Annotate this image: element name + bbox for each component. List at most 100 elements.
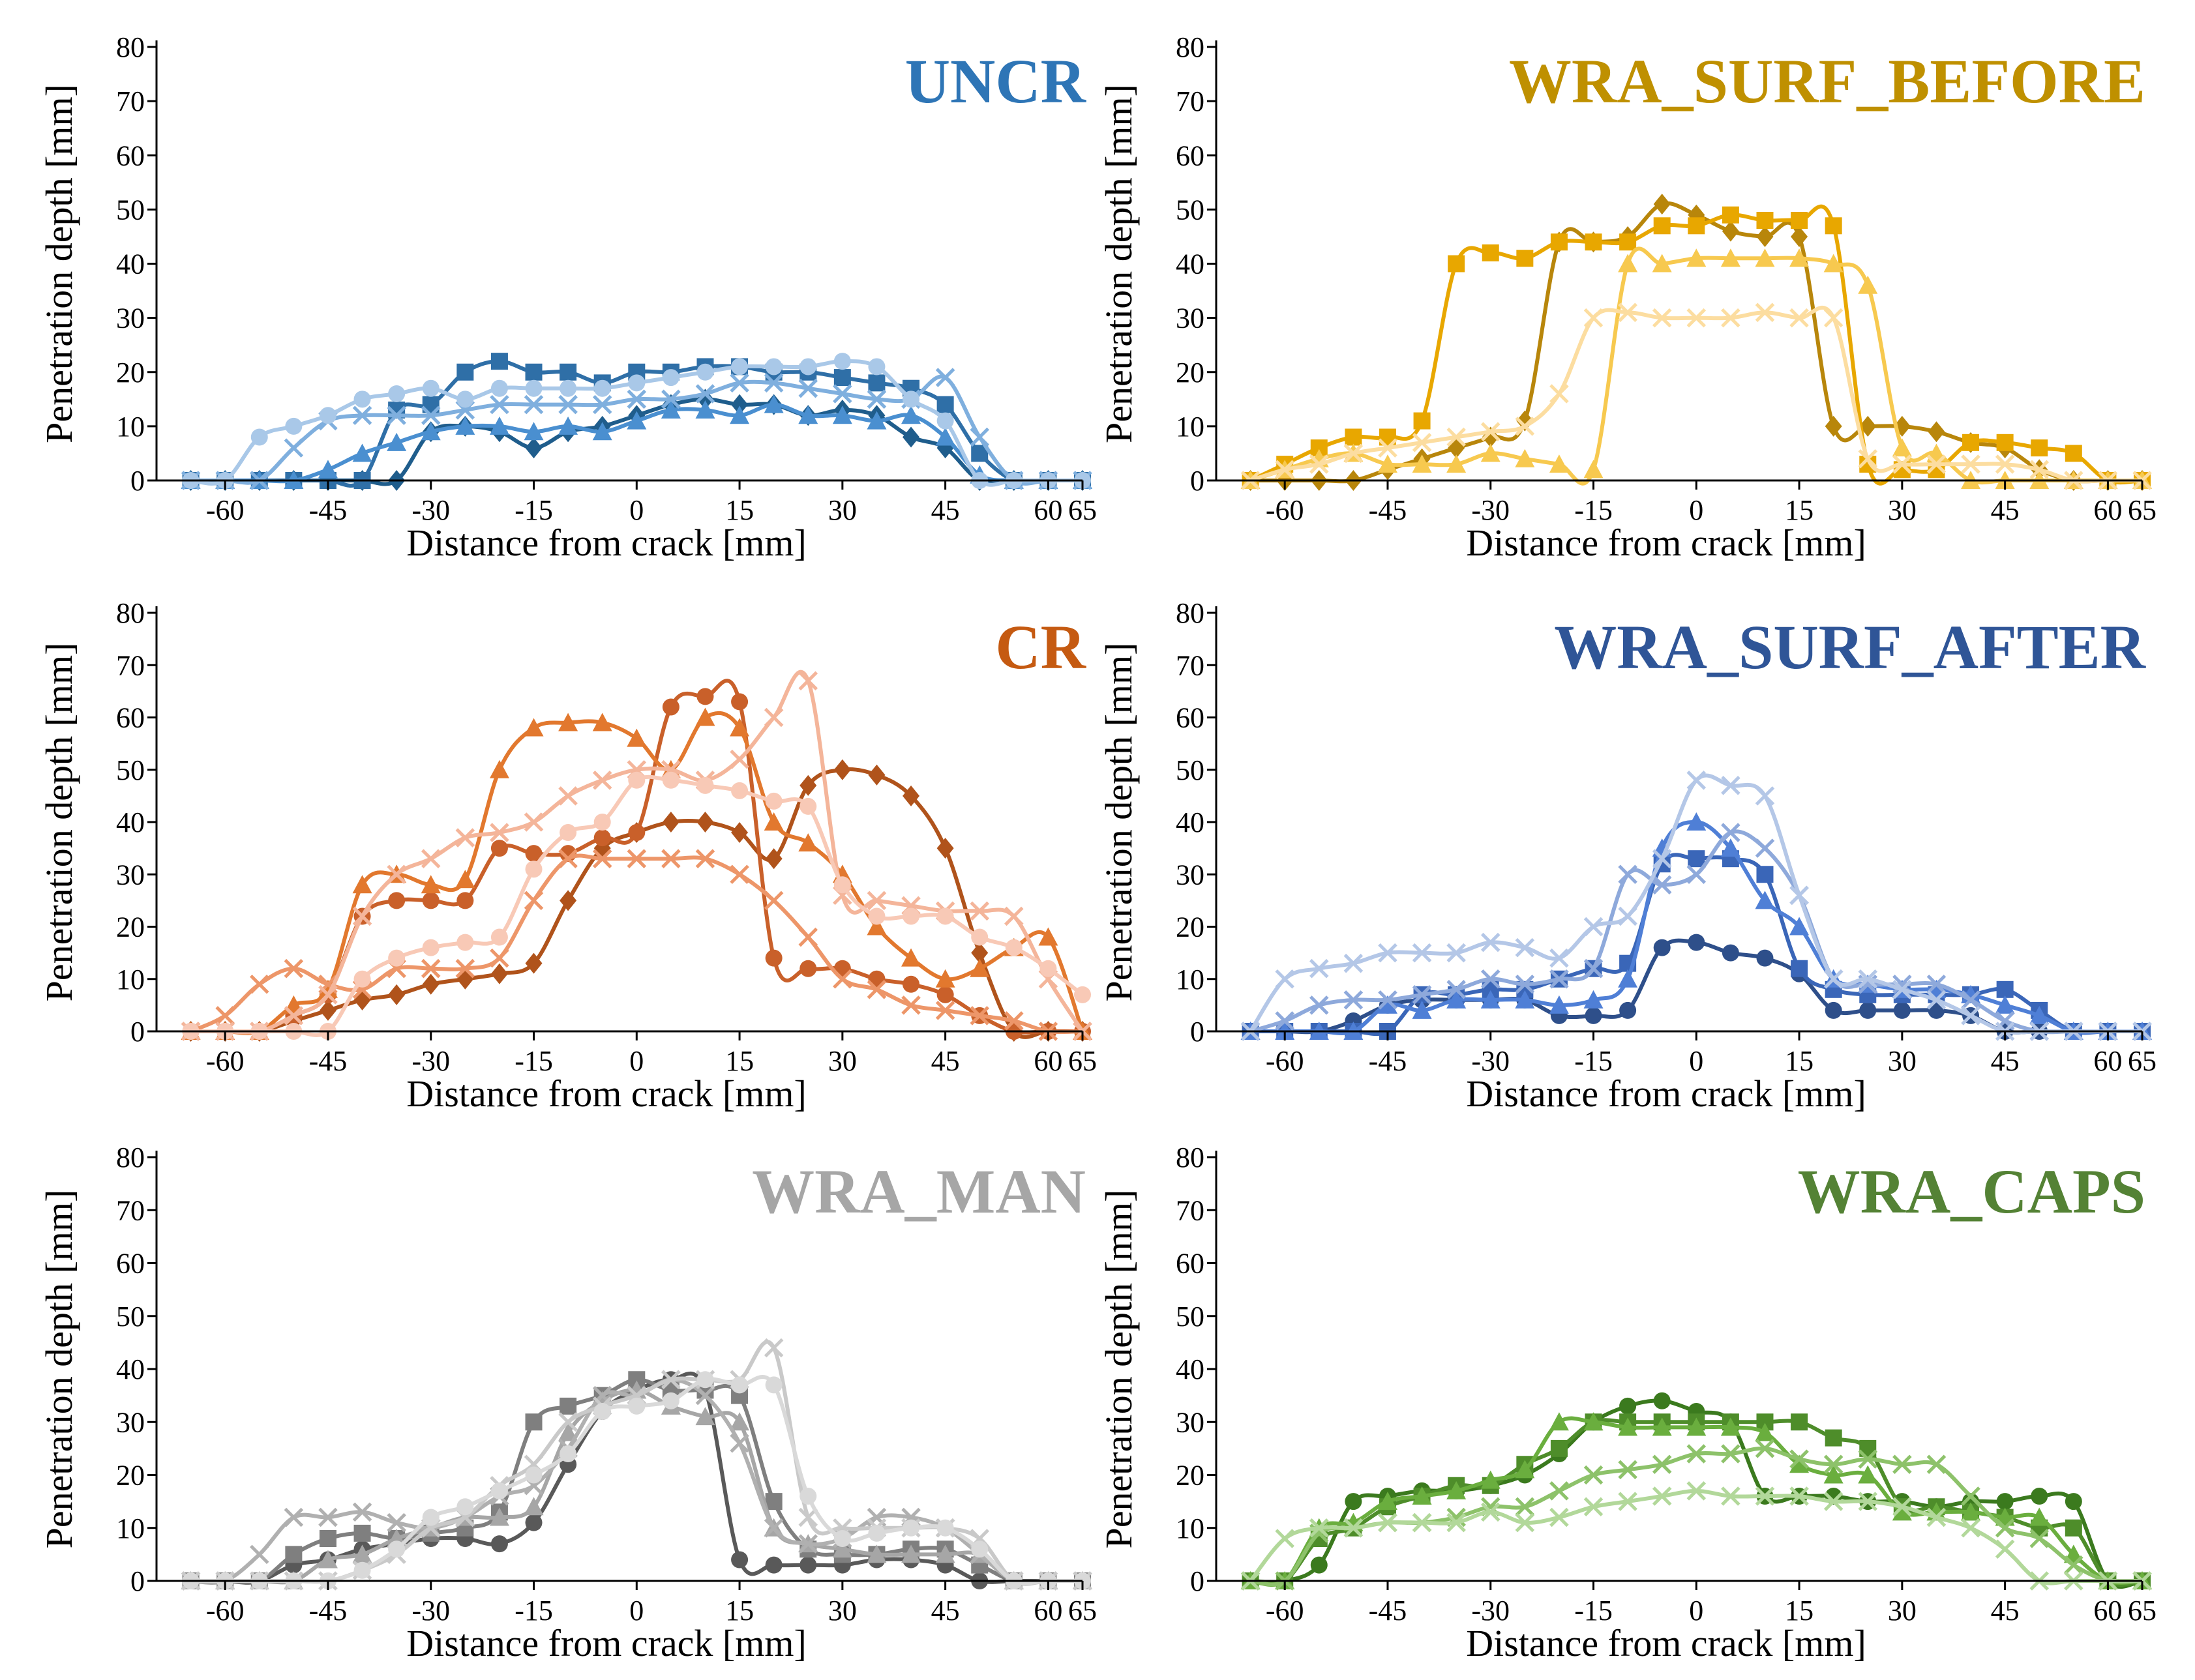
data-point-WM-1-17 <box>765 1556 783 1574</box>
data-point-UNCR-4-15 <box>695 384 715 404</box>
data-point-CR-6-25 <box>1039 960 1057 977</box>
data-point-CR-3-13 <box>627 728 647 747</box>
data-point-WC-5-11 <box>1618 1492 1637 1511</box>
data-point-UNCR-2-10 <box>525 363 543 381</box>
data-point-WM-4-17 <box>764 1518 784 1538</box>
data-point-WSA-3-4 <box>1377 995 1397 1014</box>
data-point-WM-4-5 <box>352 1502 372 1522</box>
x-tick-label: -30 <box>411 1595 450 1627</box>
x-tick-label: 65 <box>1068 494 1097 526</box>
data-point-WC-5-6 <box>1446 1512 1466 1533</box>
data-point-WM-6-15 <box>696 1371 714 1389</box>
y-tick-label: 30 <box>1176 1406 1204 1438</box>
y-tick-label: 50 <box>1176 1301 1204 1333</box>
data-point-WC-3-19 <box>1892 1502 1912 1521</box>
x-axis-title: Distance from crack [mm] <box>406 522 807 564</box>
data-point-WSA-5-2 <box>1309 958 1329 979</box>
data-point-WSB-4-14 <box>1721 308 1740 328</box>
data-point-CR-4-9 <box>490 948 509 968</box>
y-tick-label: 30 <box>116 1406 145 1438</box>
x-axis-title: Distance from crack [mm] <box>406 1622 807 1664</box>
data-point-WSA-1-13 <box>1688 934 1705 951</box>
data-point-WSB-4-5 <box>1412 433 1432 452</box>
x-tick-label: 60 <box>2093 1595 2122 1627</box>
data-point-UNCR-5-10 <box>525 379 543 397</box>
data-point-WC-5-7 <box>1480 1502 1501 1522</box>
data-point-WSA-5-16 <box>1789 885 1809 906</box>
data-point-CR-2-13 <box>628 824 646 842</box>
x-tick-label: 45 <box>931 494 960 526</box>
data-point-WSA-1-17 <box>1825 1001 1842 1019</box>
data-point-WC-5-20 <box>1926 1507 1947 1527</box>
data-point-UNCR-2-9 <box>490 353 508 370</box>
data-point-WSB-3-15 <box>1755 248 1775 267</box>
data-point-WM-2-10 <box>525 1413 543 1431</box>
data-point-UNCR-4-18 <box>798 378 818 398</box>
x-tick-label: -45 <box>1369 1045 1407 1077</box>
data-point-WM-4-18 <box>798 1534 818 1554</box>
data-point-CR-2-16 <box>731 693 749 711</box>
data-point-WC-3-6 <box>1446 1481 1467 1499</box>
data-point-WSA-2-15 <box>1756 866 1774 883</box>
data-point-WSB-4-16 <box>1789 308 1809 328</box>
data-point-WC-4-18 <box>1858 1449 1878 1469</box>
data-point-WSA-5-21 <box>1961 1006 1980 1025</box>
data-point-CR-5-6 <box>387 864 406 885</box>
data-point-WC-1-23 <box>2031 1488 2048 1505</box>
data-point-CR-6-6 <box>388 949 406 967</box>
data-point-WSB-3-6 <box>1446 454 1467 473</box>
y-tick-label: 60 <box>116 140 145 171</box>
data-point-CR-4-17 <box>764 891 784 911</box>
data-point-WSA-4-8 <box>1515 975 1535 994</box>
data-point-WC-4-16 <box>1789 1449 1809 1469</box>
data-point-WM-4-6 <box>387 1512 406 1533</box>
data-point-CR-4-7 <box>421 958 441 979</box>
data-point-WM-3-16 <box>730 1412 750 1431</box>
data-point-CR-4-16 <box>730 864 749 885</box>
y-tick-label: 80 <box>1176 1142 1204 1173</box>
data-point-UNCR-5-14 <box>662 369 679 387</box>
data-point-WSA-3-6 <box>1446 990 1467 1009</box>
x-tick-label: 0 <box>1689 494 1703 526</box>
data-point-WSA-5-7 <box>1480 932 1501 952</box>
data-point-WSA-3-13 <box>1686 812 1707 831</box>
data-point-WSA-3-22 <box>1995 995 2015 1014</box>
data-point-UNCR-3-9 <box>489 416 509 435</box>
data-point-WC-1-11 <box>1619 1397 1637 1415</box>
data-point-WSB-3-17 <box>1823 254 1844 273</box>
data-point-WSA-5-6 <box>1446 943 1466 963</box>
data-point-WM-6-18 <box>799 1488 817 1505</box>
y-tick-label: 60 <box>116 1248 145 1280</box>
data-point-WSB-4-4 <box>1378 438 1397 458</box>
data-point-WC-4-23 <box>2029 1529 2049 1548</box>
x-tick-label: 60 <box>1034 494 1062 526</box>
data-point-WSB-4-18 <box>1858 449 1878 469</box>
data-point-CR-1-15 <box>696 812 714 833</box>
data-point-UNCR-5-18 <box>799 358 817 376</box>
data-point-UNCR-5-17 <box>765 358 783 376</box>
data-point-WC-4-14 <box>1721 1444 1740 1464</box>
data-point-CR-5-23 <box>970 901 989 921</box>
y-tick-label: 70 <box>1176 85 1204 117</box>
data-point-CR-6-26 <box>1074 986 1091 1003</box>
data-point-UNCR-4-16 <box>730 373 749 393</box>
data-point-WC-4-15 <box>1755 1439 1775 1458</box>
data-point-WC-5-18 <box>1858 1492 1878 1511</box>
data-point-WSA-2-16 <box>1791 960 1808 977</box>
data-point-CR-1-11 <box>560 890 577 911</box>
data-point-WSB-3-19 <box>1892 438 1912 457</box>
x-tick-label: -60 <box>1266 494 1304 526</box>
data-point-CR-2-18 <box>799 960 817 977</box>
data-point-WSB-3-16 <box>1789 248 1810 267</box>
data-point-WM-6-20 <box>868 1524 886 1542</box>
data-point-WC-1-22 <box>1996 1493 2014 1511</box>
data-point-WM-6-19 <box>833 1530 851 1547</box>
data-point-WC-5-4 <box>1378 1512 1397 1533</box>
y-tick-label: 50 <box>116 1301 145 1333</box>
data-point-WC-3-15 <box>1755 1422 1775 1441</box>
data-point-CR-2-22 <box>936 986 954 1003</box>
data-point-CR-1-22 <box>936 838 954 859</box>
